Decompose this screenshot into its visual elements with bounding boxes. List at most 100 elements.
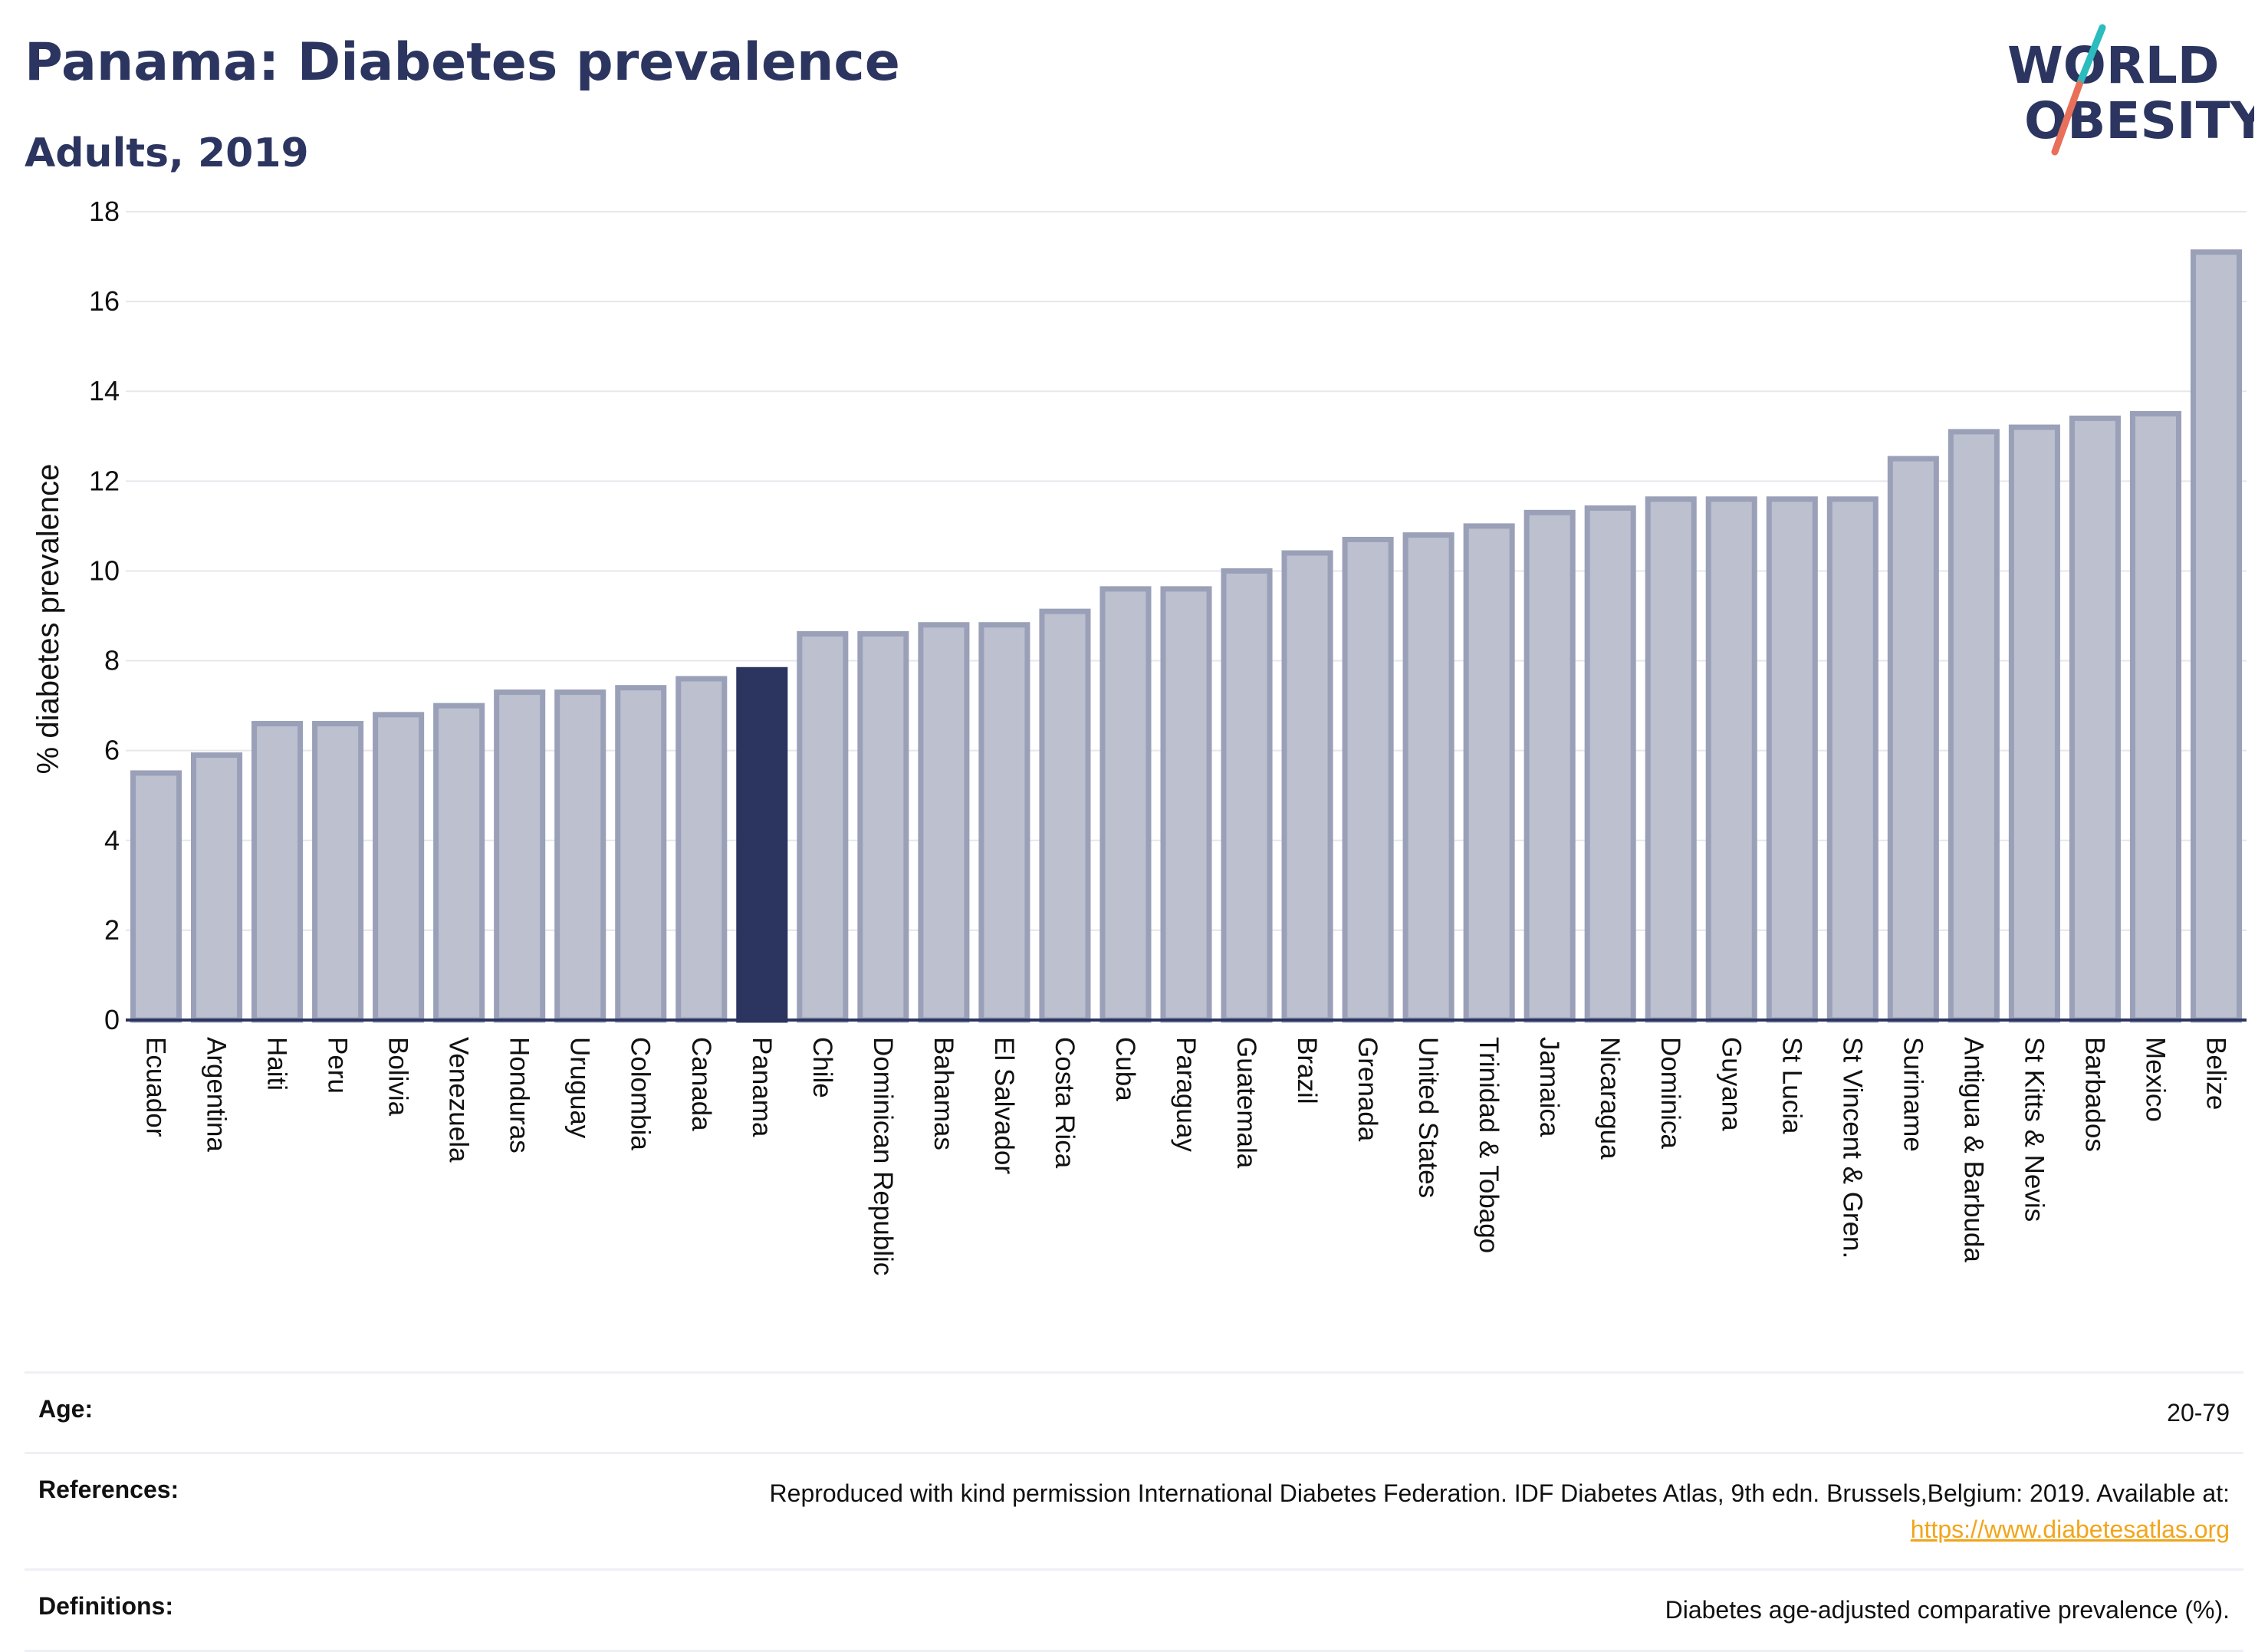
y-axis-label: % diabetes prevalence — [31, 464, 65, 775]
x-tick-label: Cuba — [1110, 1037, 1140, 1101]
x-tick-label: Canada — [686, 1037, 716, 1131]
bar — [918, 622, 970, 1023]
y-tick-label: 8 — [104, 645, 120, 676]
x-tick-label: Colombia — [626, 1037, 656, 1150]
bar — [373, 712, 425, 1023]
references-value: Reproduced with kind permission Internat… — [770, 1476, 2230, 1547]
x-tick-label: St Kitts & Nevis — [2019, 1037, 2049, 1222]
y-tick-label: 4 — [104, 824, 120, 856]
logo-slash-teal — [2076, 24, 2106, 88]
x-tick-label: Grenada — [1353, 1037, 1382, 1142]
x-tick-label: Panama — [747, 1037, 777, 1137]
y-tick-label: 10 — [89, 555, 120, 586]
bar — [251, 721, 304, 1023]
bar — [1221, 568, 1273, 1023]
bar — [978, 622, 1030, 1023]
x-tick-label: Dominica — [1655, 1037, 1685, 1149]
x-tick-label: Antigua & Barbuda — [1958, 1037, 1988, 1262]
bar — [130, 770, 182, 1023]
x-tick-label: St Lucia — [1777, 1037, 1806, 1134]
bar — [433, 703, 485, 1023]
x-tick-label: Guyana — [1716, 1037, 1746, 1131]
bar — [1887, 456, 1939, 1023]
bar — [1039, 608, 1091, 1023]
x-tick-label: Haiti — [262, 1037, 292, 1091]
x-tick-label: Venezuela — [444, 1037, 474, 1163]
bar — [1524, 509, 1576, 1023]
x-tick-label: Uruguay — [565, 1037, 595, 1139]
references-label: References: — [38, 1476, 179, 1504]
bar — [1402, 532, 1454, 1023]
x-tick-label: Bahamas — [929, 1037, 958, 1150]
bar-chart: 0 2 4 6 8 10 12 14 16 18 % diabetes prevalence Ecua… — [31, 196, 2247, 1275]
bar — [797, 630, 849, 1023]
bar — [554, 689, 606, 1023]
bar — [1826, 496, 1878, 1023]
bar — [615, 685, 667, 1023]
x-tick-label: Jamaica — [1534, 1037, 1564, 1137]
x-tick-label: Suriname — [1898, 1037, 1928, 1152]
x-tick-label: Chile — [807, 1037, 837, 1098]
bar — [675, 676, 728, 1023]
bar — [2069, 415, 2121, 1023]
x-tick-label: Bolivia — [383, 1037, 413, 1117]
bar — [1766, 496, 1818, 1023]
references-link[interactable]: https://www.diabetesatlas.org — [1910, 1515, 2230, 1543]
y-tick-label: 12 — [89, 465, 120, 496]
y-tick-label: 18 — [89, 196, 120, 227]
age-label: Age: — [38, 1395, 94, 1423]
info-table: Age: 20-79 References: Reproduced with k… — [25, 1371, 2243, 1652]
x-tick-label: Nicaragua — [1595, 1037, 1625, 1160]
y-tick-label: 14 — [89, 375, 120, 406]
bar — [312, 721, 364, 1023]
x-tick-label: Barbados — [2079, 1037, 2109, 1152]
x-tick-label: Peru — [323, 1037, 353, 1094]
references-text: Reproduced with kind permission Internat… — [769, 1479, 2230, 1508]
x-tick-label: El Salvador — [989, 1037, 1019, 1174]
bar — [2129, 411, 2181, 1023]
bar — [2190, 249, 2243, 1023]
x-tick-label: Argentina — [202, 1037, 232, 1152]
bar — [1281, 550, 1333, 1023]
bar — [1584, 505, 1636, 1023]
definitions-value: Diabetes age-adjusted comparative preval… — [1665, 1596, 2230, 1624]
chart-title: Panama: Diabetes prevalence — [25, 32, 900, 93]
x-tick-label: Paraguay — [1171, 1037, 1201, 1152]
bar — [191, 752, 243, 1023]
x-tick-label: Trinidad & Tobago — [1474, 1037, 1504, 1253]
chart-subtitle: Adults, 2019 — [25, 130, 309, 176]
bar — [1645, 496, 1697, 1023]
bar — [1099, 586, 1152, 1023]
bar-highlight — [736, 666, 788, 1023]
bar — [1705, 496, 1757, 1023]
bar — [2008, 424, 2060, 1023]
x-tick-label: Brazil — [1292, 1037, 1322, 1104]
bar — [494, 689, 546, 1023]
x-tick-label: Belize — [2201, 1037, 2230, 1110]
bar — [1463, 523, 1515, 1023]
y-tick-label: 0 — [104, 1004, 120, 1035]
info-row-definitions: Definitions: Diabetes age-adjusted compa… — [25, 1571, 2243, 1652]
logo-line-1: WORLD — [2007, 36, 2220, 95]
y-tick-label: 16 — [89, 285, 120, 317]
x-tick-label: Guatemala — [1231, 1037, 1261, 1169]
bar — [857, 630, 909, 1023]
y-tick-label: 6 — [104, 735, 120, 766]
x-tick-label: Mexico — [2140, 1037, 2170, 1122]
definitions-label: Definitions: — [38, 1592, 173, 1621]
info-row-references: References: Reproduced with kind permiss… — [25, 1454, 2243, 1571]
x-tick-label: United States — [1413, 1037, 1443, 1198]
logo-slash-coral — [2051, 81, 2083, 156]
bar — [1342, 536, 1394, 1023]
info-row-age: Age: 20-79 — [25, 1374, 2243, 1455]
bar — [1160, 586, 1212, 1023]
bar — [1948, 429, 2000, 1023]
x-tick-label: Costa Rica — [1050, 1037, 1080, 1169]
x-tick-label: Ecuador — [141, 1037, 171, 1137]
world-obesity-logo: WORLD OBESITY — [2007, 24, 2254, 156]
age-value: 20-79 — [2167, 1399, 2230, 1427]
y-tick-label: 2 — [104, 914, 120, 946]
x-tick-label: Honduras — [505, 1037, 534, 1153]
x-tick-label: Dominican Republic — [868, 1037, 898, 1275]
x-tick-label: St Vincent & Gren. — [1837, 1037, 1867, 1259]
